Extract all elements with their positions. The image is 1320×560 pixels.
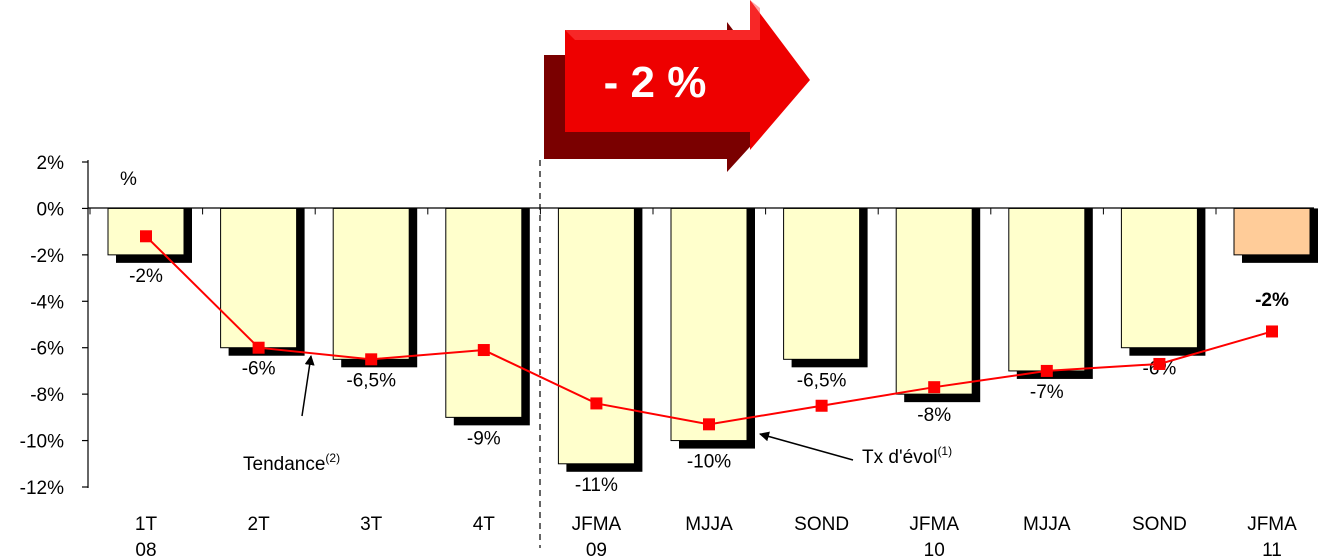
x-tick-sublabel: 09 [586,540,607,560]
line-series [140,230,1278,431]
banner-arrow: - 2 % [544,0,810,172]
y-tick-label: 2% [37,153,65,174]
y-tick-label: -6% [30,339,64,360]
bar-value-label: -6,5% [346,370,396,391]
x-tick-label: 4T [473,514,496,535]
x-axis-ticks [89,208,1217,215]
x-tick-sublabel: 10 [924,540,945,560]
trend-point [365,353,378,366]
bar [1120,207,1198,349]
trend-point [252,341,265,354]
bar-value-label: -8% [917,405,951,426]
bar-value-label: -6,5% [797,370,847,391]
bar [895,207,973,395]
x-tick-label: SOND [1132,514,1187,535]
bar [445,207,523,418]
x-tick-label: JFMA [909,514,959,535]
trend-point [1266,325,1278,338]
y-tick-label: -8% [30,385,64,406]
x-tick-label: 3T [360,514,383,535]
x-tick-label: 2T [248,514,271,535]
x-tick-label: SOND [794,514,849,535]
y-tick-label: -4% [30,292,64,313]
x-tick-label: 1T [135,514,158,535]
trend-point [140,230,152,243]
callout-txevol-arrow [759,431,854,461]
bar-value-label: -10% [687,452,731,473]
callout-txevol-text: Tx d'évol [862,447,937,468]
y-tick-label: -2% [30,246,64,267]
trend-point [590,397,603,410]
trend-point [1040,364,1053,377]
bar [1233,207,1311,256]
bar-value-label: -9% [467,428,501,449]
svg-text:Tx d'évol(1): Tx d'évol(1) [862,444,952,468]
x-tick-label: JFMA [1247,514,1297,535]
bar [670,207,748,442]
bars [107,207,1318,472]
bar [783,207,861,360]
bar-value-label: -2% [129,266,163,287]
y-unit-label: % [120,169,137,190]
trend-point [703,418,715,431]
callout-tendance-sup: (2) [325,451,340,465]
x-tick-sublabel: 08 [135,540,156,560]
bar-value-label: -11% [575,475,618,496]
bar [557,207,635,465]
bar [332,207,410,360]
y-tick-label: -10% [20,432,64,453]
trend-point [928,381,941,394]
y-tick-label: 0% [37,199,65,220]
trend-point [477,344,490,357]
banner-text: - 2 % [604,58,707,107]
bar-value-label: -6% [242,359,276,380]
x-tick-label: JFMA [572,514,622,535]
x-axis-labels: 1T 08 2T 3T 4T JFMA 09 MJJA SOND JFMA 10 MJJA SOND JF… [135,514,1297,560]
y-axis-ticks: 2% 0% -2% -4% -6% -8% -10% -12% [20,153,88,499]
svg-text:Tendance(2): Tendance(2) [243,451,340,475]
x-tick-label: MJJA [685,514,733,535]
bar-value-label: -2% [1255,290,1289,311]
bar-value-label: -7% [1030,382,1064,403]
callout-tendance: Tendance(2) [243,355,340,475]
trend-point [1153,357,1166,370]
callout-tendance-arrow [301,355,315,417]
x-tick-label: MJJA [1023,514,1071,535]
y-tick-label: -12% [20,478,64,499]
trend-point [815,399,828,412]
bar [1008,207,1086,372]
bar [220,207,298,349]
callout-txevol-sup: (1) [937,444,952,458]
callout-txevol: Tx d'évol(1) [759,431,952,468]
callout-tendance-text: Tendance [243,454,325,475]
x-tick-sublabel: 11 [1262,540,1282,560]
